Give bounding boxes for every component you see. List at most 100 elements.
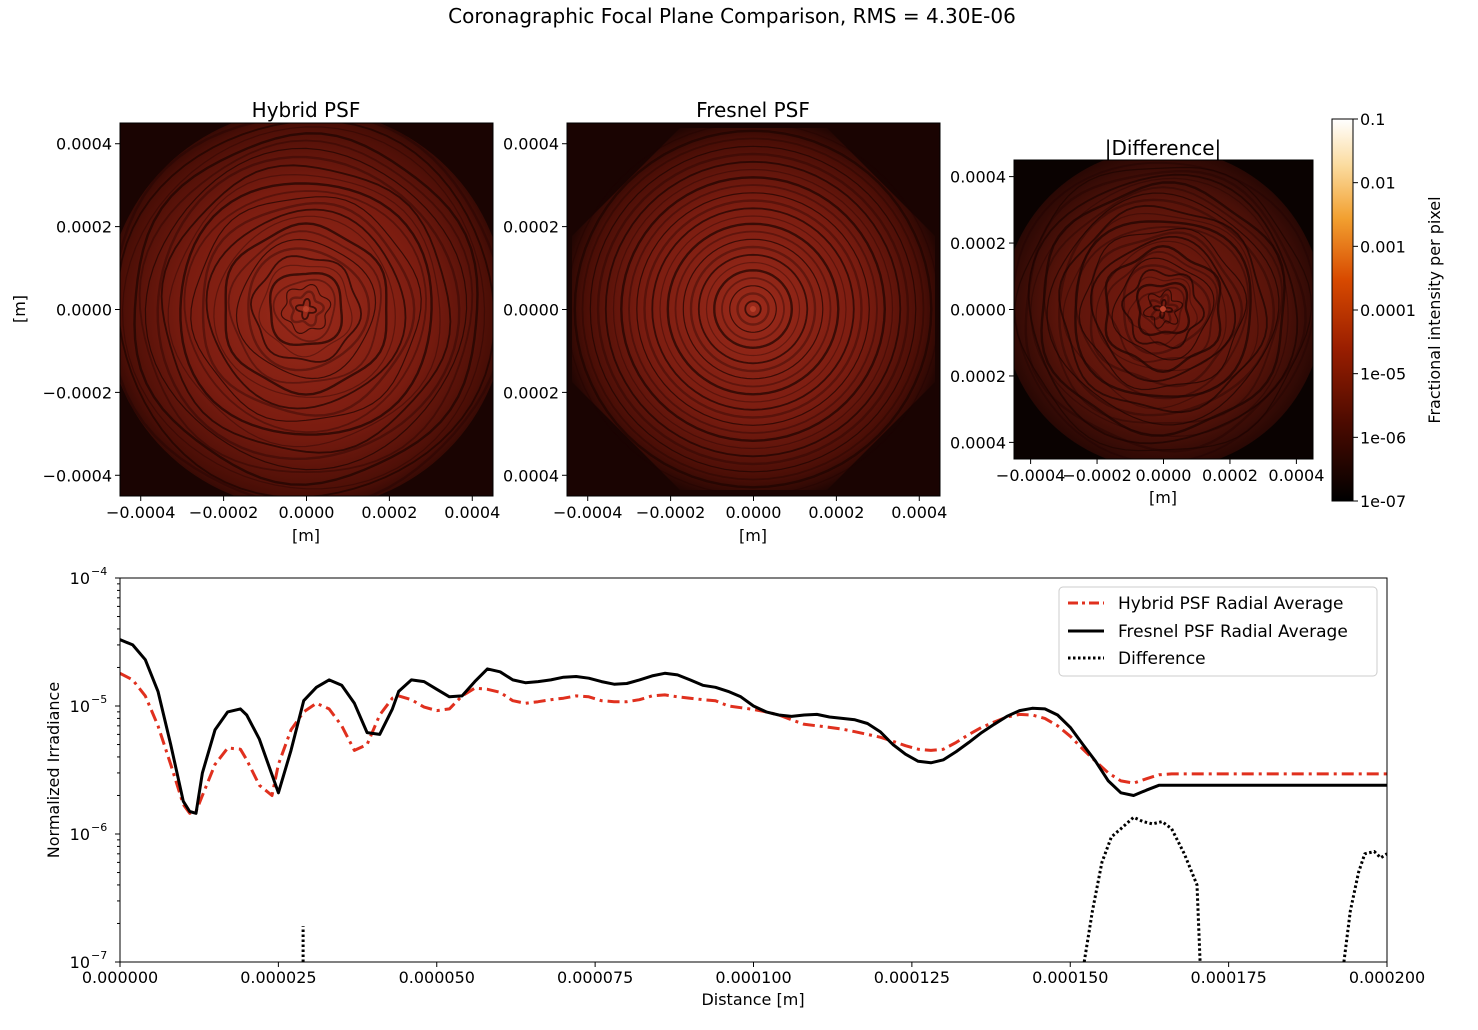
- psf-ring: [272, 278, 336, 343]
- y-tick-label: 0.0000: [950, 301, 1006, 320]
- psf-ring: [288, 290, 325, 327]
- psf-ring: [190, 196, 422, 422]
- y-tick-label: 0.0004: [950, 168, 1006, 187]
- psf-ring: [1089, 231, 1244, 388]
- psf-ring: [1135, 281, 1191, 337]
- psf-ring: [205, 208, 407, 410]
- x-tick-label: 0.0000: [726, 503, 782, 522]
- psf-ring: [235, 238, 377, 380]
- x-tick-label: 0.000050: [399, 968, 475, 987]
- psf-ring: [1137, 286, 1185, 335]
- y-tick-exponent: −4: [91, 565, 107, 578]
- legend-box: [1058, 586, 1378, 677]
- psf-ring: [744, 300, 762, 318]
- psf-ring: [120, 123, 493, 496]
- x-tick-label: 0.000025: [240, 968, 316, 987]
- series-line-1: [120, 638, 1387, 815]
- psf-ring: [280, 284, 332, 334]
- y-axis: 0.0004 0.0002 0.0000 0.0002 0.0004: [950, 168, 1014, 452]
- psf-ring: [268, 271, 344, 347]
- line-series: [120, 638, 1387, 962]
- x-tick-label: 0.0004: [444, 503, 500, 522]
- x-tick-label: 0.0002: [361, 503, 417, 522]
- colorbar-gradient: [1331, 118, 1354, 502]
- legend: Hybrid PSF Radial Average Fresnel PSF Ra…: [1058, 586, 1378, 677]
- psf-ring: [167, 173, 441, 448]
- psf-ring: [1014, 166, 1313, 452]
- psf-ring: [659, 215, 847, 403]
- y-tick-label: 0.0004: [56, 135, 112, 154]
- x-tick-label: 0.000075: [557, 968, 633, 987]
- legend-label: Hybrid PSF Radial Average: [1118, 594, 1344, 614]
- radial-profile-plot: 0.000000 0.000025 0.000050 0.000075 0.000100…: [44, 565, 1425, 1009]
- x-tick-label: −0.0002: [189, 503, 258, 522]
- psf-ring: [567, 123, 940, 496]
- psf-ring: [1024, 169, 1307, 453]
- y-tick-exponent: −6: [91, 821, 107, 834]
- x-axis: −0.0004 −0.0002 0.0000 0.0002 0.0004: [106, 496, 500, 522]
- y-tick-label: 0.0000: [56, 301, 112, 320]
- legend-label: Difference: [1118, 649, 1206, 669]
- psf-ring: [201, 201, 416, 417]
- legend-label: Fresnel PSF Radial Average: [1118, 622, 1348, 642]
- x-tick-label: 0.0000: [279, 503, 335, 522]
- psf-ring: [156, 155, 461, 461]
- psf-ring: [295, 298, 317, 320]
- series-line-2: [1082, 815, 1202, 962]
- panel-difference: |Difference| −0.0004−0.0002 0.0000 0.0002 0…: [950, 136, 1324, 507]
- psf-ring: [213, 215, 396, 398]
- x-axis: −0.0004 −0.0002 0.0000 0.0002 0.0004: [553, 496, 947, 522]
- psf-ring: [736, 292, 770, 326]
- psf-ring: [697, 253, 809, 365]
- psf-ring: [183, 190, 428, 434]
- psf-ring: [1142, 289, 1184, 329]
- psf-ring: [1111, 257, 1215, 361]
- x-axis-label: [m]: [739, 526, 767, 545]
- y-tick-label: 0.0002: [950, 234, 1006, 253]
- y-tick-label: 0.0002: [56, 218, 112, 237]
- psf-core: [1160, 306, 1166, 312]
- x-tick-label: −0.0004: [996, 466, 1065, 485]
- psf-ring: [1046, 192, 1280, 426]
- colorbar-tick-label: 0.01: [1360, 174, 1396, 193]
- y-tick-label: 10: [70, 697, 90, 716]
- psf-ring: [1042, 186, 1283, 424]
- psf-ring: [573, 129, 933, 489]
- y-axis-label: [m]: [10, 295, 29, 323]
- colorbar-label: Fractional intensity per pixel: [1425, 196, 1444, 423]
- x-tick-label: 0.0000: [1136, 466, 1192, 485]
- y-axis: 10−410−510−610−7: [70, 565, 120, 972]
- colorbar-tick-label: 1e-07: [1360, 492, 1406, 511]
- y-tick-label: 10: [70, 569, 90, 588]
- colorbar-tick-label: 1e-05: [1360, 365, 1406, 384]
- y-tick-label: −0.0002: [43, 383, 112, 402]
- psf-ring: [705, 261, 801, 357]
- psf-ring: [138, 139, 474, 474]
- psf-core: [303, 306, 309, 312]
- x-axis: 0.000000 0.000025 0.000050 0.000075 0.000100…: [82, 962, 1425, 987]
- y-tick-label: 0.0002: [950, 367, 1006, 386]
- psf-ring: [121, 126, 486, 490]
- legend-entry-difference: Difference: [1068, 649, 1206, 669]
- psf-ring: [1122, 264, 1211, 355]
- y-axis-label: Normalized Irradiance: [44, 682, 63, 858]
- x-tick-label: −0.0002: [636, 503, 705, 522]
- psf-ring: [1074, 220, 1252, 398]
- x-tick-label: 0.000125: [874, 968, 950, 987]
- psf-image: [1014, 160, 1313, 459]
- psf-ring: [227, 230, 382, 384]
- legend-entry-hybrid: Hybrid PSF Radial Average: [1068, 594, 1344, 614]
- psf-ring: [1058, 204, 1268, 414]
- psf-ring: [682, 238, 824, 380]
- psf-ring: [674, 230, 832, 388]
- x-tick-label: 0.0004: [1268, 466, 1324, 485]
- colorbar-tick-label: 0.001: [1360, 237, 1406, 256]
- psf-ring: [120, 123, 493, 496]
- colorbar-tick-label: 0.0001: [1360, 301, 1416, 320]
- psf-ring: [160, 164, 452, 454]
- psf-ring: [224, 222, 388, 396]
- y-tick-label: 0.0004: [503, 135, 559, 154]
- y-tick-label: 0.0002: [503, 218, 559, 237]
- x-tick-label: 0.000000: [82, 968, 158, 987]
